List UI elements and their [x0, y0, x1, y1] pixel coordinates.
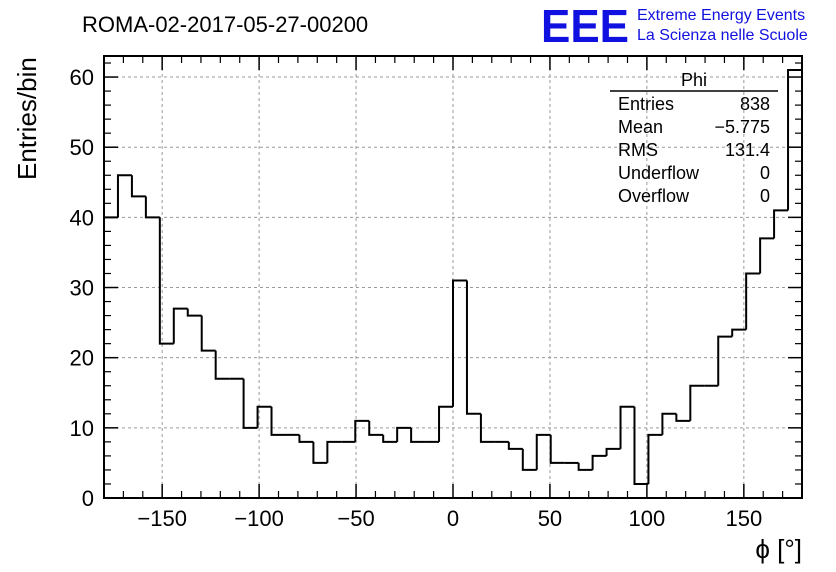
histogram-bars: [103, 69, 803, 498]
y-tick-label: 40: [70, 205, 94, 230]
logo-line1: Extreme Energy Events: [637, 7, 805, 24]
y-axis-label: Entries/bin: [12, 57, 42, 180]
histogram-bin: [382, 434, 398, 443]
histogram-bin: [396, 426, 412, 442]
stats-value-overflow: 0: [760, 186, 770, 206]
histogram-bin: [270, 406, 286, 436]
histogram-bin: [298, 434, 314, 443]
axis-ticks: [104, 56, 802, 499]
histogram-bin: [452, 279, 467, 407]
stats-box: Phi Entries 838 Mean −5.775 RMS 131.4 Un…: [610, 70, 778, 206]
histogram-bin: [200, 315, 216, 352]
histogram-bin: [354, 419, 370, 442]
x-tick-label: −50: [337, 506, 374, 531]
histogram-bin: [745, 272, 761, 330]
histogram-bin: [521, 448, 537, 471]
histogram-bin: [368, 420, 384, 436]
y-tick-label: 50: [70, 135, 94, 160]
y-tick-label: 20: [70, 346, 94, 371]
y-tick-label: 10: [70, 416, 94, 441]
stats-label-entries: Entries: [618, 94, 674, 114]
stats-label-overflow: Overflow: [618, 186, 690, 206]
histogram-bin: [144, 196, 160, 219]
x-tick-label: −100: [234, 506, 284, 531]
histogram-bin: [577, 462, 593, 471]
histogram-bin: [773, 209, 789, 239]
histogram-bin: [689, 384, 705, 421]
histogram-bin: [256, 405, 272, 428]
histogram-bin: [759, 237, 775, 274]
stats-value-rms: 131.4: [725, 140, 770, 160]
histogram-bin: [158, 217, 174, 345]
histogram-bin: [661, 412, 677, 435]
histogram-bin: [479, 413, 495, 443]
histogram-bin: [214, 350, 230, 380]
logo-line2: La Scienza nelle Scuole: [637, 27, 808, 44]
histogram-bin: [186, 308, 202, 317]
y-tick-labels: 0 10 20 30 40 50 60: [70, 65, 94, 511]
stats-label-rms: RMS: [618, 140, 658, 160]
histogram-bin: [675, 413, 691, 422]
histogram-bin: [130, 175, 146, 198]
x-tick-labels: −150 −100 −50 0 50 100 150: [137, 506, 762, 531]
stats-title: Phi: [681, 70, 707, 90]
stats-label-underflow: Underflow: [618, 163, 700, 183]
x-tick-label: 100: [629, 506, 666, 531]
histogram-bin: [242, 378, 258, 429]
histogram-bin: [326, 440, 342, 463]
histogram-bin: [116, 174, 132, 218]
chart-title: ROMA-02-2017-05-27-00200: [82, 12, 368, 37]
histogram-bin: [535, 433, 551, 470]
eee-logo: EEE Extreme Energy Events La Scienza nel…: [541, 0, 808, 52]
x-tick-label: 0: [447, 506, 459, 531]
histogram-bin: [787, 69, 803, 498]
histogram-bin: [605, 447, 621, 456]
histogram-bin: [647, 433, 663, 484]
stats-value-underflow: 0: [760, 163, 770, 183]
histogram-bin: [633, 406, 649, 485]
stats-value-entries: 838: [740, 94, 770, 114]
y-tick-label: 60: [70, 65, 94, 90]
grid: [104, 56, 802, 498]
histogram-bin: [717, 335, 733, 386]
y-tick-label: 0: [82, 486, 94, 511]
logo-mark: EEE: [541, 0, 629, 52]
histogram-bin: [731, 328, 747, 337]
histogram-bin: [465, 280, 481, 415]
stats-label-mean: Mean: [618, 117, 663, 137]
histogram-bin: [438, 405, 453, 442]
stats-value-mean: −5.775: [714, 117, 770, 137]
x-tick-label: −150: [137, 506, 187, 531]
histogram-bin: [591, 454, 607, 470]
histogram-bin: [312, 441, 328, 464]
histogram-bin: [410, 427, 426, 443]
histogram-bin: [619, 405, 635, 449]
histogram-bin: [507, 441, 523, 450]
histogram-bin: [172, 307, 188, 344]
histogram-bin: [549, 434, 565, 464]
x-tick-label: 150: [725, 506, 762, 531]
y-tick-label: 30: [70, 276, 94, 301]
x-axis-label: ϕ [°]: [755, 534, 802, 564]
x-tick-label: 50: [538, 506, 562, 531]
